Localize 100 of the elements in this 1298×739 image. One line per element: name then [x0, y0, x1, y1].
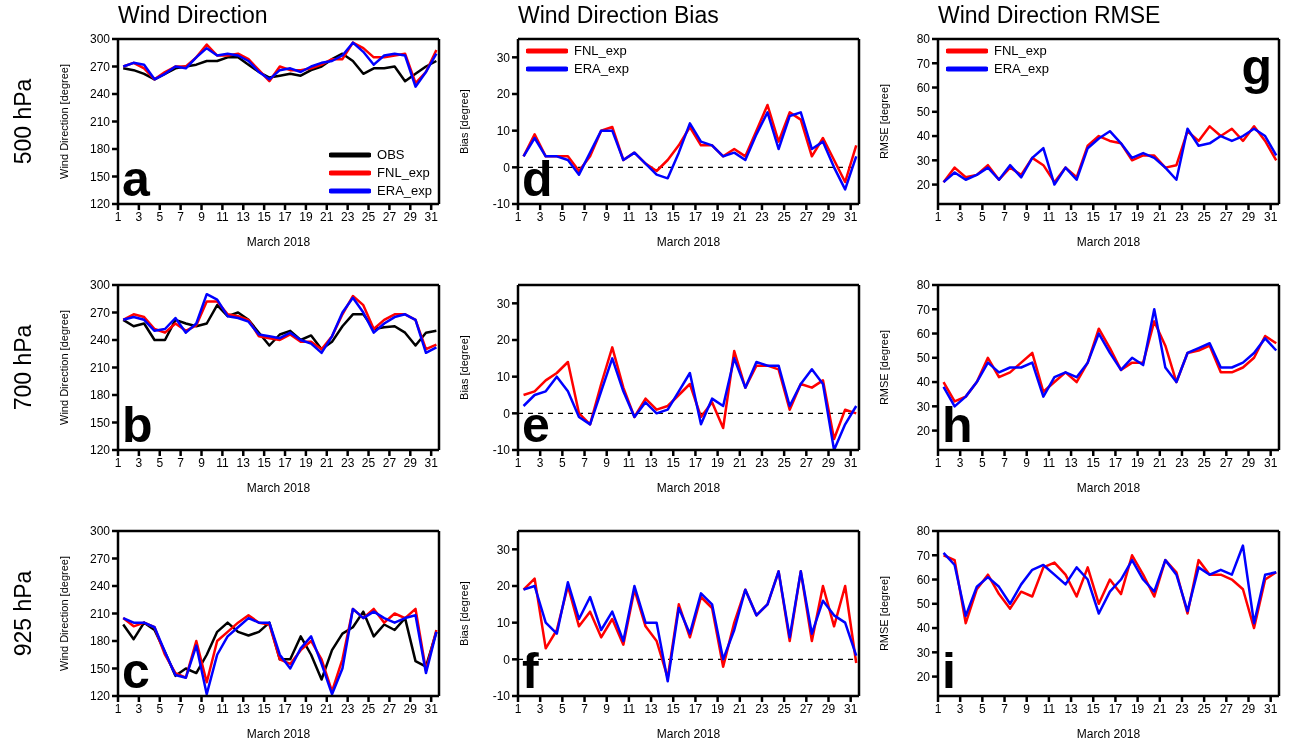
x-tick-label: 19	[299, 701, 313, 716]
y-tick-label: 20	[496, 87, 511, 102]
x-tick-label: 11	[216, 209, 229, 224]
y-tick-label: 180	[89, 142, 111, 157]
x-tick-label: 11	[1042, 209, 1056, 224]
x-axis-title: March 2018	[246, 235, 311, 249]
y-tick-label: 210	[89, 606, 111, 621]
y-axis-title: Wind Direction [degree]	[57, 64, 70, 179]
y-tick-label: 70	[916, 56, 931, 71]
x-axis-title: March 2018	[246, 727, 311, 739]
x-tick-label: 27	[799, 209, 814, 224]
x-tick-label: 3	[135, 701, 143, 716]
x-tick-label: 19	[710, 209, 725, 224]
y-tick-label: 300	[89, 524, 111, 539]
annotation: i	[942, 643, 956, 699]
x-tick-label: 27	[1219, 455, 1234, 470]
y-axis-title: Wind Direction [degree]	[57, 556, 70, 671]
x-tick-label: 17	[1108, 209, 1123, 224]
x-tick-label: 13	[236, 209, 251, 224]
y-axis-title: Bias [degree]	[457, 89, 470, 154]
legend-label: ERA_exp	[994, 60, 1049, 78]
y-axis-title: RMSE [degree]	[877, 329, 890, 406]
x-tick-label: 5	[156, 701, 164, 716]
chart-title: Wind Direction	[117, 1, 269, 30]
x-tick-label: 11	[1042, 455, 1056, 470]
x-tick-label: 15	[257, 701, 272, 716]
chart-title: Wind Direction Bias	[517, 1, 720, 30]
x-tick-label: 15	[1086, 455, 1101, 470]
y-tick-label: 180	[89, 634, 111, 649]
y-tick-label: 10	[496, 369, 511, 384]
x-tick-label: 9	[1023, 209, 1031, 224]
y-tick-label: 300	[89, 278, 111, 293]
x-tick-label: 31	[1264, 701, 1278, 716]
y-axis-title: Bias [degree]	[457, 581, 470, 646]
x-tick-label: 19	[1130, 701, 1145, 716]
y-axis-title: Bias [degree]	[457, 335, 470, 400]
y-tick-label: 50	[916, 351, 931, 366]
annotation: c	[122, 643, 150, 699]
annotation: f	[522, 643, 539, 699]
x-tick-label: 19	[1130, 455, 1145, 470]
x-tick-label: 7	[581, 209, 589, 224]
x-tick-label: 9	[603, 701, 611, 716]
x-tick-label: 17	[688, 701, 703, 716]
y-tick-label: 80	[916, 524, 931, 539]
x-tick-label: 9	[198, 455, 206, 470]
x-tick-label: 7	[1001, 209, 1009, 224]
y-tick-label: 10	[496, 123, 511, 138]
x-tick-label: 29	[403, 701, 418, 716]
x-tick-label: 23	[755, 701, 769, 716]
y-tick-label: 0	[503, 160, 511, 175]
y-tick-label: 20	[916, 177, 931, 192]
y-tick-label: 120	[89, 689, 111, 704]
x-tick-label: 3	[135, 209, 143, 224]
x-tick-label: 17	[278, 455, 293, 470]
x-tick-label: 9	[1023, 455, 1031, 470]
y-tick-label: -10	[492, 443, 511, 458]
x-tick-label: 29	[1241, 455, 1256, 470]
text: 925 hPa	[10, 570, 38, 656]
x-tick-label: 23	[340, 455, 355, 470]
x-tick-label: 7	[581, 701, 589, 716]
y-tick-label: 0	[503, 652, 511, 667]
x-tick-label: 27	[1219, 701, 1234, 716]
y-tick-label: -10	[492, 197, 511, 212]
x-tick-label: 5	[979, 701, 987, 716]
x-tick-label: 1	[514, 209, 522, 224]
y-tick-label: 180	[89, 388, 111, 403]
x-tick-label: 29	[403, 209, 418, 224]
x-tick-label: 29	[1241, 701, 1256, 716]
x-tick-label: 5	[559, 209, 567, 224]
x-axis-title: March 2018	[656, 727, 721, 739]
x-tick-label: 19	[1130, 209, 1145, 224]
x-tick-label: 3	[536, 701, 544, 716]
x-tick-label: 13	[236, 455, 251, 470]
x-tick-label: 3	[536, 209, 544, 224]
text: 700 hPa	[10, 324, 38, 410]
x-tick-label: 9	[198, 701, 206, 716]
x-tick-label: 17	[1108, 455, 1123, 470]
x-tick-label: 11	[622, 209, 636, 224]
x-tick-label: 5	[559, 455, 567, 470]
x-tick-label: 21	[1153, 209, 1167, 224]
y-tick-label: 30	[496, 296, 511, 311]
x-tick-label: 15	[257, 455, 272, 470]
y-axis-title: Wind Direction [degree]	[57, 310, 70, 425]
x-tick-label: 21	[1153, 701, 1167, 716]
x-axis-title: March 2018	[656, 235, 721, 249]
x-tick-label: 11	[216, 701, 229, 716]
y-tick-label: 120	[89, 443, 111, 458]
y-tick-label: 70	[916, 302, 931, 317]
x-tick-label: 25	[1197, 455, 1212, 470]
y-tick-label: 40	[916, 129, 931, 144]
y-tick-label: 240	[89, 579, 111, 594]
x-tick-label: 29	[821, 209, 836, 224]
y-tick-label: 30	[496, 50, 511, 65]
x-tick-label: 1	[934, 209, 942, 224]
chart-title: Wind Direction RMSE	[937, 1, 1162, 30]
x-tick-label: 23	[340, 209, 355, 224]
annotation: a	[122, 151, 150, 207]
x-tick-label: 29	[403, 455, 418, 470]
annotation: e	[522, 397, 550, 453]
x-tick-label: 13	[644, 455, 659, 470]
